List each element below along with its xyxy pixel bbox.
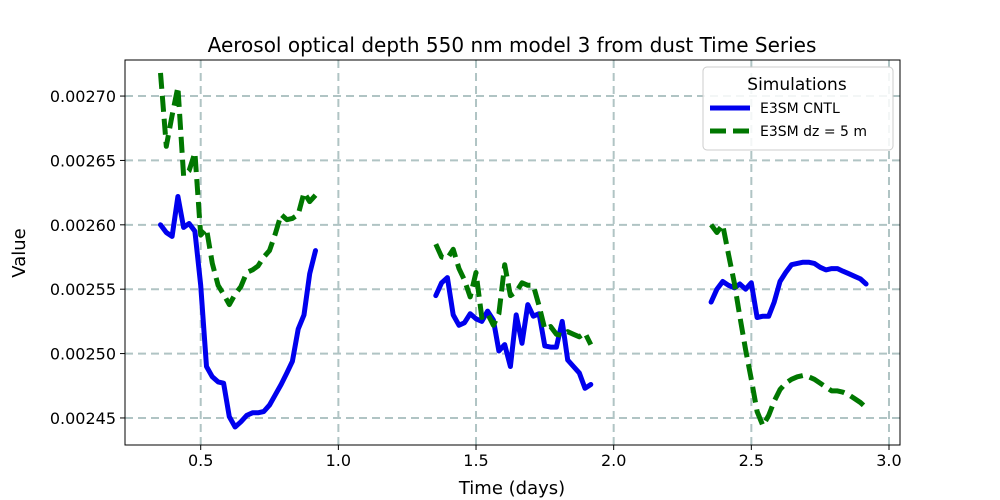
series-line-e3sm-dz-5-m-segment-3 <box>709 222 868 429</box>
x-tick-label: 3.0 <box>876 451 901 470</box>
y-axis: 0.00245 0.00250 0.00255 0.00260 0.00265 0.002… <box>50 87 125 428</box>
y-tick-label: 0.00250 <box>50 345 116 364</box>
y-tick-label: 0.00270 <box>50 87 116 106</box>
legend-label-e3sm-cntl: E3SM CNTL <box>760 101 840 117</box>
x-tick-label: 0.5 <box>188 451 213 470</box>
legend-label-e3sm-dz-5m: E3SM dz = 5 m <box>760 124 867 140</box>
y-tick-label: 0.00245 <box>50 409 116 428</box>
legend-box <box>702 66 894 151</box>
x-tick-label: 1.0 <box>326 451 351 470</box>
legend: Simulations E3SM CNTL E3SM dz = 5 m <box>702 66 894 151</box>
series-layer <box>158 72 869 430</box>
series-line-e3sm-dz-5-m-segment-2 <box>433 243 594 346</box>
y-tick-label: 0.00265 <box>50 151 116 170</box>
plot-area-frame <box>124 59 901 446</box>
x-axis-label: Time (days) <box>458 478 565 499</box>
x-tick-label: 2.5 <box>739 451 764 470</box>
series-line-e3sm-dz-5-m-segment-1 <box>158 72 318 308</box>
y-axis-label: Value <box>9 228 30 277</box>
series-line-e3sm-cntl-segment-2 <box>433 275 594 391</box>
legend-title: Simulations <box>747 75 847 95</box>
y-tick-label: 0.00260 <box>50 216 116 235</box>
x-axis: 0.5 1.0 1.5 2.0 2.5 3.0 <box>188 445 902 470</box>
series-line-e3sm-cntl-segment-1 <box>158 194 318 430</box>
x-tick-label: 1.5 <box>463 451 488 470</box>
x-tick-label: 2.0 <box>601 451 626 470</box>
y-tick-label: 0.00255 <box>50 280 116 299</box>
chart-title: Aerosol optical depth 550 nm model 3 fro… <box>208 33 817 57</box>
